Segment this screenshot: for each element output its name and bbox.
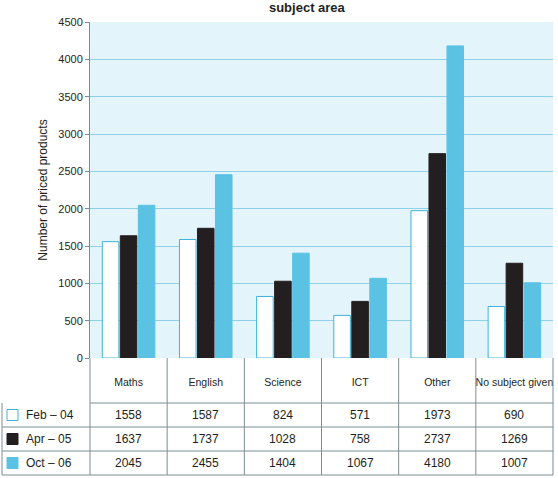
svg-text:Number of priced products: Number of priced products [36, 119, 50, 260]
svg-text:1067: 1067 [347, 456, 374, 470]
svg-text:ICT: ICT [352, 376, 370, 388]
svg-text:Apr – 05: Apr – 05 [26, 432, 72, 446]
svg-text:Other: Other [424, 376, 451, 388]
svg-text:824: 824 [273, 408, 293, 422]
svg-text:2500: 2500 [58, 165, 82, 177]
svg-text:subject area: subject area [269, 0, 346, 14]
svg-text:1587: 1587 [192, 408, 219, 422]
svg-text:2045: 2045 [115, 456, 142, 470]
svg-text:4000: 4000 [58, 53, 82, 65]
svg-text:1558: 1558 [115, 408, 142, 422]
svg-text:Feb – 04: Feb – 04 [26, 408, 74, 422]
svg-text:690: 690 [504, 408, 524, 422]
svg-text:1973: 1973 [424, 408, 451, 422]
svg-text:1028: 1028 [269, 432, 296, 446]
svg-text:1404: 1404 [269, 456, 296, 470]
svg-text:1000: 1000 [58, 277, 82, 289]
svg-text:Oct – 06: Oct – 06 [26, 456, 72, 470]
svg-text:English: English [189, 376, 224, 388]
svg-text:1007: 1007 [501, 456, 528, 470]
svg-text:4500: 4500 [58, 16, 82, 28]
svg-text:3000: 3000 [58, 128, 82, 140]
svg-text:3500: 3500 [58, 91, 82, 103]
svg-text:1269: 1269 [501, 432, 528, 446]
svg-text:2737: 2737 [424, 432, 451, 446]
svg-text:500: 500 [64, 315, 82, 327]
svg-text:2455: 2455 [192, 456, 219, 470]
svg-text:571: 571 [350, 408, 370, 422]
svg-text:1500: 1500 [58, 240, 82, 252]
svg-text:Maths: Maths [114, 376, 143, 388]
svg-text:1637: 1637 [115, 432, 142, 446]
svg-text:0: 0 [77, 352, 83, 364]
svg-text:758: 758 [350, 432, 370, 446]
svg-text:Science: Science [264, 376, 302, 388]
svg-text:No subject given: No subject given [476, 376, 554, 388]
svg-text:4180: 4180 [424, 456, 451, 470]
svg-text:2000: 2000 [58, 203, 82, 215]
svg-text:1737: 1737 [192, 432, 219, 446]
